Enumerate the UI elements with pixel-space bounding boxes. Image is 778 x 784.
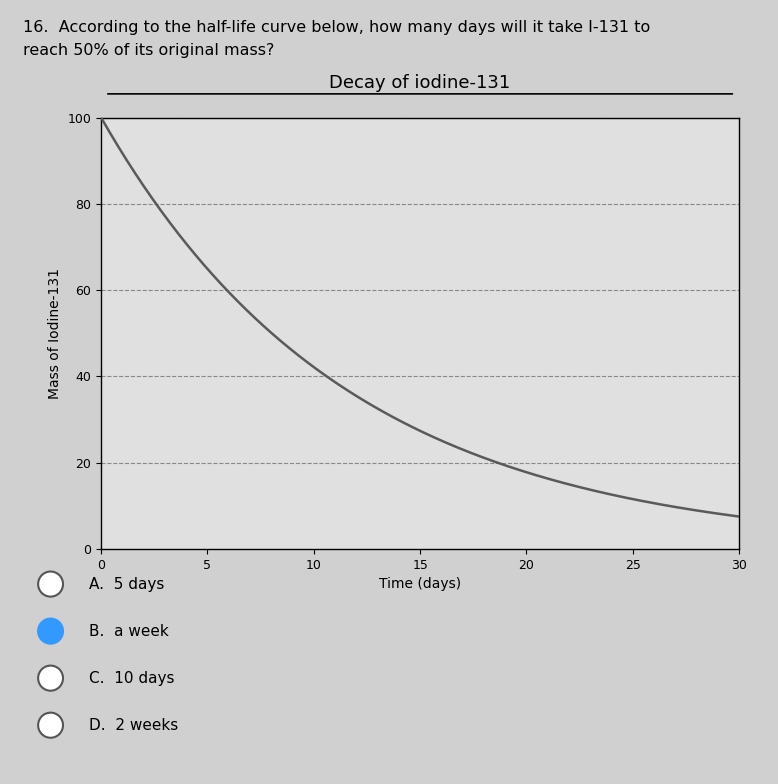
Y-axis label: Mass of Iodine-131: Mass of Iodine-131 [48,267,62,399]
Text: A.  5 days: A. 5 days [89,576,165,592]
X-axis label: Time (days): Time (days) [379,577,461,591]
Text: D.  2 weeks: D. 2 weeks [89,717,179,733]
Text: Decay of iodine-131: Decay of iodine-131 [330,74,510,92]
Text: reach 50% of its original mass?: reach 50% of its original mass? [23,43,275,58]
Text: 16.  According to the half-life curve below, how many days will it take I-131 to: 16. According to the half-life curve bel… [23,20,650,34]
Text: B.  a week: B. a week [89,623,170,639]
Text: C.  10 days: C. 10 days [89,670,175,686]
